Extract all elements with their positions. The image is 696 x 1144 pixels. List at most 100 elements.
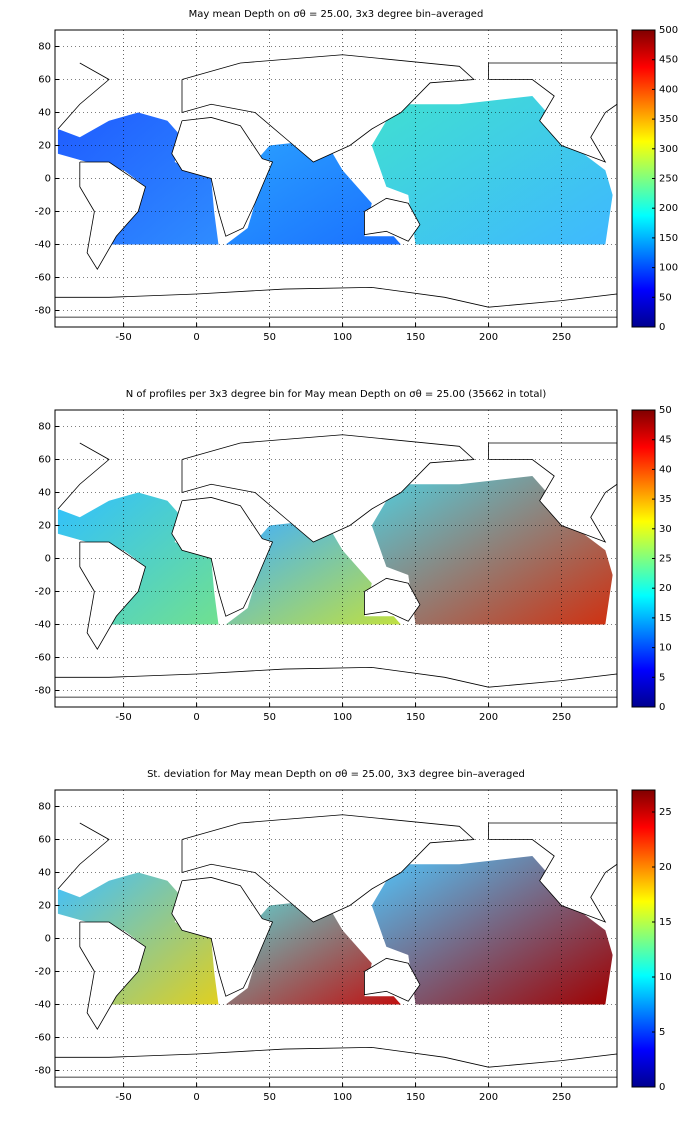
y-tick-label: 40 bbox=[38, 488, 51, 499]
colorbar-tick-label: 5 bbox=[659, 1027, 665, 1038]
x-tick-label: 150 bbox=[406, 712, 425, 723]
chart-title: N of profiles per 3x3 degree bin for May… bbox=[126, 389, 547, 400]
y-tick-label: 20 bbox=[38, 141, 51, 152]
y-tick-label: 60 bbox=[38, 835, 51, 846]
coastline bbox=[364, 577, 421, 622]
colorbar-tick-label: 300 bbox=[659, 144, 678, 155]
coastline bbox=[171, 117, 274, 237]
y-tick-label: -60 bbox=[35, 1033, 51, 1044]
coastline bbox=[181, 434, 475, 543]
coastline bbox=[364, 197, 421, 242]
colorbar-tick-label: 250 bbox=[659, 174, 678, 185]
coastline bbox=[57, 442, 110, 510]
colorbar-tick-label: 45 bbox=[659, 435, 672, 446]
x-tick-label: 150 bbox=[406, 332, 425, 343]
coastline bbox=[171, 877, 274, 997]
x-tick-label: 200 bbox=[479, 332, 498, 343]
y-tick-label: -20 bbox=[35, 967, 51, 978]
x-tick-label: 200 bbox=[479, 712, 498, 723]
x-tick-label: 0 bbox=[193, 712, 199, 723]
plot-frame bbox=[54, 409, 618, 708]
colorbar-tick-label: 450 bbox=[659, 55, 678, 66]
x-tick-label: 250 bbox=[552, 712, 571, 723]
x-tick-label: -50 bbox=[115, 712, 131, 723]
plot-frame bbox=[54, 29, 618, 328]
colorbar-tick-label: 10 bbox=[659, 643, 672, 654]
colorbar-tick-label: 10 bbox=[659, 972, 672, 983]
colorbar-tick-label: 500 bbox=[659, 25, 678, 36]
x-tick-label: 0 bbox=[193, 332, 199, 343]
colorbar-tick-label: 20 bbox=[659, 862, 672, 873]
y-tick-label: -20 bbox=[35, 207, 51, 218]
y-tick-label: 20 bbox=[38, 901, 51, 912]
colorbar-tick-label: 40 bbox=[659, 464, 672, 475]
colorbar-tick-label: 50 bbox=[659, 292, 672, 303]
x-tick-label: 150 bbox=[406, 1092, 425, 1103]
colorbar-tick-label: 35 bbox=[659, 494, 672, 505]
y-tick-label: 60 bbox=[38, 75, 51, 86]
colorbar-tick-label: 15 bbox=[659, 613, 672, 624]
colorbar-tick-label: 0 bbox=[659, 1082, 665, 1093]
x-tick-label: 0 bbox=[193, 1092, 199, 1103]
y-tick-label: -40 bbox=[35, 620, 51, 631]
colorbar-tick-label: 100 bbox=[659, 263, 678, 274]
x-tick-label: 100 bbox=[333, 332, 352, 343]
coastline bbox=[181, 54, 475, 163]
x-tick-label: 50 bbox=[263, 712, 276, 723]
colorbar-tick-label: 25 bbox=[659, 807, 672, 818]
y-tick-label: -40 bbox=[35, 1000, 51, 1011]
colorbar-tick-label: 400 bbox=[659, 84, 678, 95]
y-tick-label: -20 bbox=[35, 587, 51, 598]
chart-title: St. deviation for May mean Depth on σθ =… bbox=[147, 769, 525, 780]
y-tick-label: 60 bbox=[38, 455, 51, 466]
y-tick-label: 0 bbox=[45, 554, 51, 565]
colorbar-tick-label: 0 bbox=[659, 322, 665, 333]
x-tick-label: 250 bbox=[552, 1092, 571, 1103]
colorbar-tick-label: 30 bbox=[659, 524, 672, 535]
colorbar bbox=[631, 29, 656, 328]
y-tick-label: 40 bbox=[38, 108, 51, 119]
colorbar-tick-label: 350 bbox=[659, 114, 678, 125]
colorbar-tick-label: 25 bbox=[659, 554, 672, 565]
y-tick-label: -60 bbox=[35, 273, 51, 284]
colorbar-tick-label: 50 bbox=[659, 405, 672, 416]
coastline bbox=[364, 957, 421, 1002]
colorbar-tick-label: 5 bbox=[659, 672, 665, 683]
coastline bbox=[57, 822, 110, 890]
y-tick-label: 80 bbox=[38, 42, 51, 53]
x-tick-label: 50 bbox=[263, 332, 276, 343]
y-tick-label: 20 bbox=[38, 521, 51, 532]
y-tick-label: 80 bbox=[38, 802, 51, 813]
colorbar-tick-label: 200 bbox=[659, 203, 678, 214]
x-tick-label: 200 bbox=[479, 1092, 498, 1103]
x-tick-label: 250 bbox=[552, 332, 571, 343]
colorbar-tick-label: 0 bbox=[659, 702, 665, 713]
x-tick-label: -50 bbox=[115, 332, 131, 343]
y-tick-label: -60 bbox=[35, 653, 51, 664]
y-tick-label: 80 bbox=[38, 422, 51, 433]
colorbar-tick-label: 20 bbox=[659, 583, 672, 594]
y-tick-label: 0 bbox=[45, 934, 51, 945]
coastline bbox=[79, 161, 146, 271]
coastline bbox=[57, 62, 110, 130]
plot-frame bbox=[54, 789, 618, 1088]
colorbar bbox=[631, 409, 656, 708]
x-tick-label: 50 bbox=[263, 1092, 276, 1103]
y-tick-label: 40 bbox=[38, 868, 51, 879]
colorbar bbox=[631, 789, 656, 1088]
x-tick-label: 100 bbox=[333, 712, 352, 723]
x-tick-label: -50 bbox=[115, 1092, 131, 1103]
coastline bbox=[79, 921, 146, 1031]
colorbar-tick-label: 150 bbox=[659, 233, 678, 244]
y-tick-label: -80 bbox=[35, 686, 51, 697]
y-tick-label: -80 bbox=[35, 1066, 51, 1077]
coastline bbox=[171, 497, 274, 617]
coastline bbox=[79, 541, 146, 651]
y-tick-label: -80 bbox=[35, 306, 51, 317]
chart-title: May mean Depth on σθ = 25.00, 3x3 degree… bbox=[189, 9, 484, 20]
y-tick-label: 0 bbox=[45, 174, 51, 185]
x-tick-label: 100 bbox=[333, 1092, 352, 1103]
colorbar-tick-label: 15 bbox=[659, 917, 672, 928]
y-tick-label: -40 bbox=[35, 240, 51, 251]
